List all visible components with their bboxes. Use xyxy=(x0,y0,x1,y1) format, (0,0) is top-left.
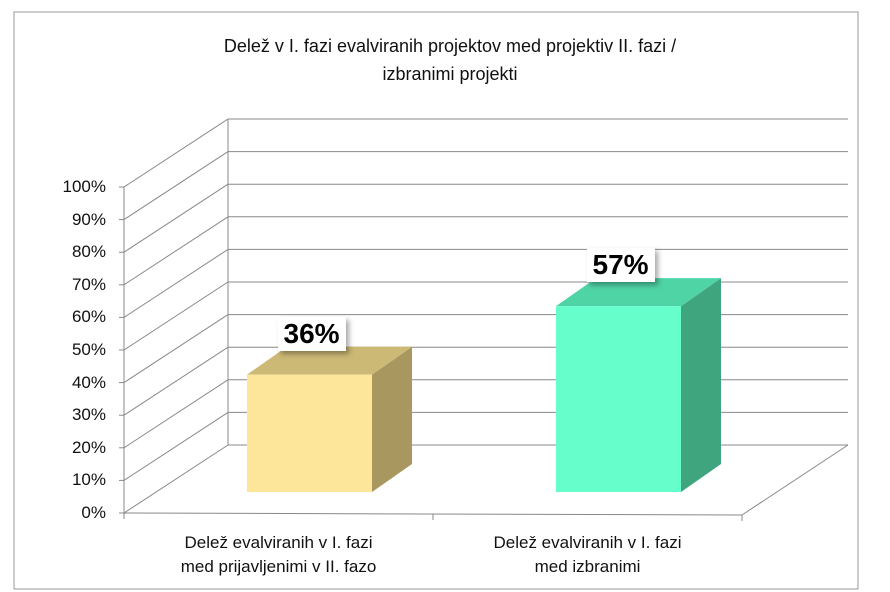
y-tick-label: 60% xyxy=(71,307,106,327)
grid-line xyxy=(123,411,229,481)
grid-line xyxy=(123,281,229,351)
grid-line xyxy=(123,444,229,514)
grid-line xyxy=(123,183,229,253)
y-tick-label: 10% xyxy=(71,470,106,490)
y-tick-label: 50% xyxy=(71,340,106,359)
y-tick-label: 20% xyxy=(71,437,106,457)
y-tick-label: 70% xyxy=(71,274,106,294)
floor-edge xyxy=(741,444,849,516)
y-tick-label: 80% xyxy=(71,242,106,262)
y-tick-label: 100% xyxy=(62,177,106,196)
x-tick-label: Delež evalviranih v I. fazi med izbranim… xyxy=(493,533,682,576)
grid-line xyxy=(123,314,229,384)
grid-line xyxy=(123,151,229,221)
grid-line xyxy=(123,216,229,286)
y-tick-label: 0% xyxy=(81,503,106,522)
bar-top xyxy=(556,278,721,307)
bar-side xyxy=(681,278,721,492)
grid-line xyxy=(123,379,229,449)
y-tick-label: 40% xyxy=(71,372,106,392)
grid-line xyxy=(123,346,229,416)
data-label: 57% xyxy=(586,248,655,283)
y-tick-label: 30% xyxy=(71,405,106,425)
bar xyxy=(247,374,372,492)
y-tick-label: 90% xyxy=(71,209,106,229)
chart-title: Delež v I. fazi evalviranih projektov me… xyxy=(223,36,677,84)
bar-side xyxy=(372,346,412,492)
grid-line xyxy=(123,248,229,318)
x-tick-label: Delež evalviranih v I. fazi med prijavlj… xyxy=(180,533,377,576)
bar-top xyxy=(247,346,412,375)
bar xyxy=(556,306,681,492)
grid-line xyxy=(123,118,229,188)
data-label: 36% xyxy=(277,316,346,351)
